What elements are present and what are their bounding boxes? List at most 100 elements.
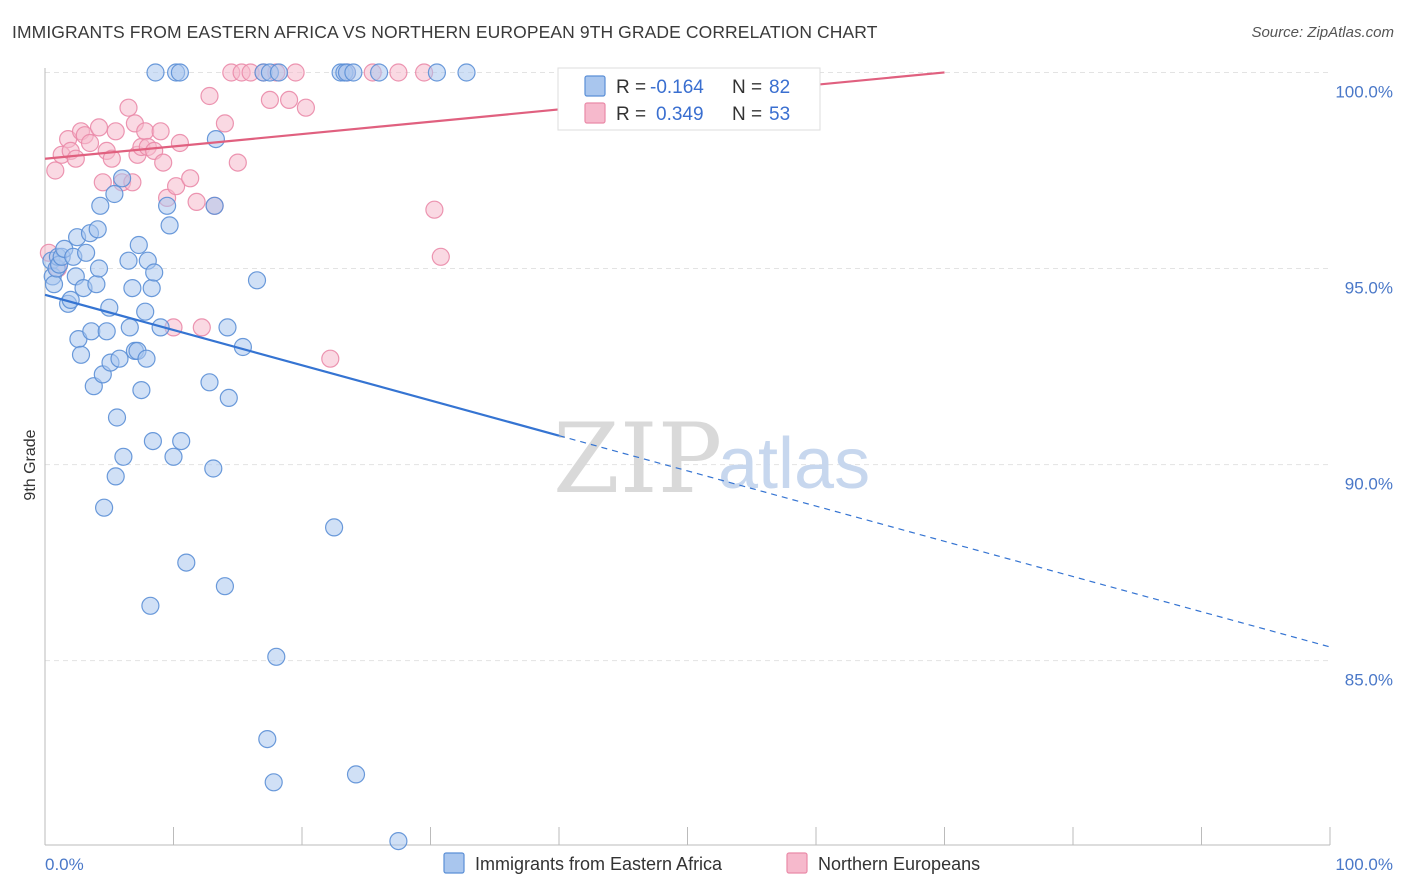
x-tick-label-max: 100.0% — [1335, 855, 1393, 874]
point-eastern-africa — [141, 596, 160, 615]
point-eastern-africa — [136, 302, 155, 321]
trend-line-eastern-africa-extension — [558, 435, 1331, 648]
point-eastern-africa — [206, 130, 225, 149]
point-eastern-africa — [346, 765, 366, 784]
point-northern-european — [296, 98, 315, 117]
point-eastern-africa — [97, 322, 116, 341]
point-northern-european — [102, 149, 121, 168]
point-northern-european — [154, 153, 173, 172]
y-tick-label: 100.0% — [1335, 82, 1393, 101]
point-eastern-africa — [88, 220, 107, 239]
point-eastern-africa — [76, 243, 96, 262]
chart-title: IMMIGRANTS FROM EASTERN AFRICA VS NORTHE… — [12, 22, 878, 42]
point-eastern-africa — [146, 63, 165, 82]
point-northern-european — [215, 114, 234, 133]
legend-swatch-blue — [584, 75, 606, 97]
point-eastern-africa — [219, 388, 238, 407]
bottom-legend-label-blue: Immigrants from Eastern Africa — [475, 854, 723, 874]
point-northern-european — [119, 98, 138, 117]
legend-r-label-0: R = — [616, 77, 646, 98]
point-northern-european — [89, 118, 109, 137]
point-northern-european — [200, 86, 219, 106]
point-northern-european — [321, 349, 340, 368]
point-eastern-africa — [247, 271, 267, 290]
point-eastern-africa — [106, 467, 125, 486]
point-northern-european — [151, 122, 170, 141]
point-eastern-africa — [205, 196, 224, 215]
point-eastern-africa — [344, 63, 363, 82]
watermark-atlas: atlas — [718, 424, 870, 504]
point-northern-european — [80, 133, 100, 153]
point-eastern-africa — [112, 169, 132, 188]
legend-r-value-0: -0.164 — [650, 77, 704, 98]
point-northern-european — [170, 133, 189, 153]
point-eastern-africa — [107, 408, 127, 427]
point-northern-european — [260, 90, 279, 110]
y-tick-label: 90.0% — [1345, 475, 1393, 494]
point-northern-european — [192, 318, 211, 337]
point-eastern-africa — [82, 322, 101, 341]
point-eastern-africa — [158, 196, 177, 215]
point-northern-european — [286, 63, 305, 82]
point-northern-european — [167, 177, 186, 196]
data-points — [39, 63, 476, 851]
point-northern-european — [425, 200, 444, 219]
point-northern-european — [187, 192, 206, 211]
legend-n-label-0: N = — [732, 77, 762, 98]
x-tick-label-min: 0.0% — [45, 855, 84, 874]
point-eastern-africa — [200, 373, 219, 392]
bottom-legend-label-pink: Northern Europeans — [818, 854, 980, 874]
point-eastern-africa — [143, 432, 162, 451]
point-northern-european — [280, 90, 299, 110]
point-eastern-africa — [269, 63, 288, 82]
legend-n-value-0: 82 — [769, 77, 790, 98]
point-eastern-africa — [370, 63, 389, 82]
point-eastern-africa — [215, 577, 234, 596]
point-eastern-africa — [89, 259, 109, 278]
point-eastern-africa — [258, 729, 277, 749]
point-eastern-africa — [129, 235, 148, 255]
point-eastern-africa — [145, 263, 164, 282]
point-eastern-africa — [123, 279, 142, 298]
chart-source: Source: ZipAtlas.com — [1251, 24, 1394, 41]
point-eastern-africa — [91, 196, 110, 215]
point-eastern-africa — [114, 447, 133, 466]
axes — [44, 68, 1331, 846]
tick-labels: 85.0% 90.0% 95.0% 100.0% 0.0% 100.0% — [45, 82, 1393, 874]
point-eastern-africa — [389, 831, 408, 851]
point-northern-european — [389, 63, 408, 82]
point-eastern-africa — [172, 432, 191, 451]
point-eastern-africa — [71, 345, 91, 364]
legend: R = -0.164 N = 82 R = 0.349 N = 53 — [557, 67, 821, 131]
point-eastern-africa — [87, 275, 106, 294]
point-northern-european — [46, 161, 65, 180]
trend-line-eastern-africa — [44, 293, 560, 437]
legend-n-value-1: 53 — [769, 104, 790, 125]
point-eastern-africa — [427, 63, 446, 82]
point-northern-european — [136, 122, 155, 141]
point-eastern-africa — [170, 63, 189, 82]
y-tick-label: 95.0% — [1345, 279, 1393, 298]
legend-n-label-1: N = — [732, 104, 762, 125]
bottom-legend-swatch-blue — [443, 852, 465, 874]
point-northern-european — [431, 247, 450, 266]
point-northern-european — [93, 173, 112, 192]
point-northern-european — [66, 149, 85, 168]
point-eastern-africa — [267, 647, 286, 666]
point-eastern-africa — [120, 318, 139, 337]
point-eastern-africa — [110, 349, 129, 368]
point-eastern-africa — [264, 773, 283, 792]
point-eastern-africa — [177, 553, 196, 572]
point-eastern-africa — [325, 518, 344, 537]
point-eastern-africa — [142, 279, 161, 298]
point-eastern-africa — [132, 381, 151, 400]
bottom-legend-swatch-pink — [786, 852, 808, 874]
point-eastern-africa — [218, 318, 237, 337]
point-eastern-africa — [164, 447, 183, 466]
point-northern-european — [106, 122, 125, 141]
point-eastern-africa — [105, 184, 124, 204]
bottom-legend: Immigrants from Eastern Africa Northern … — [443, 852, 980, 874]
watermark: ZIP atlas — [553, 403, 870, 515]
point-northern-european — [181, 169, 200, 188]
y-tick-label: 85.0% — [1345, 671, 1393, 690]
